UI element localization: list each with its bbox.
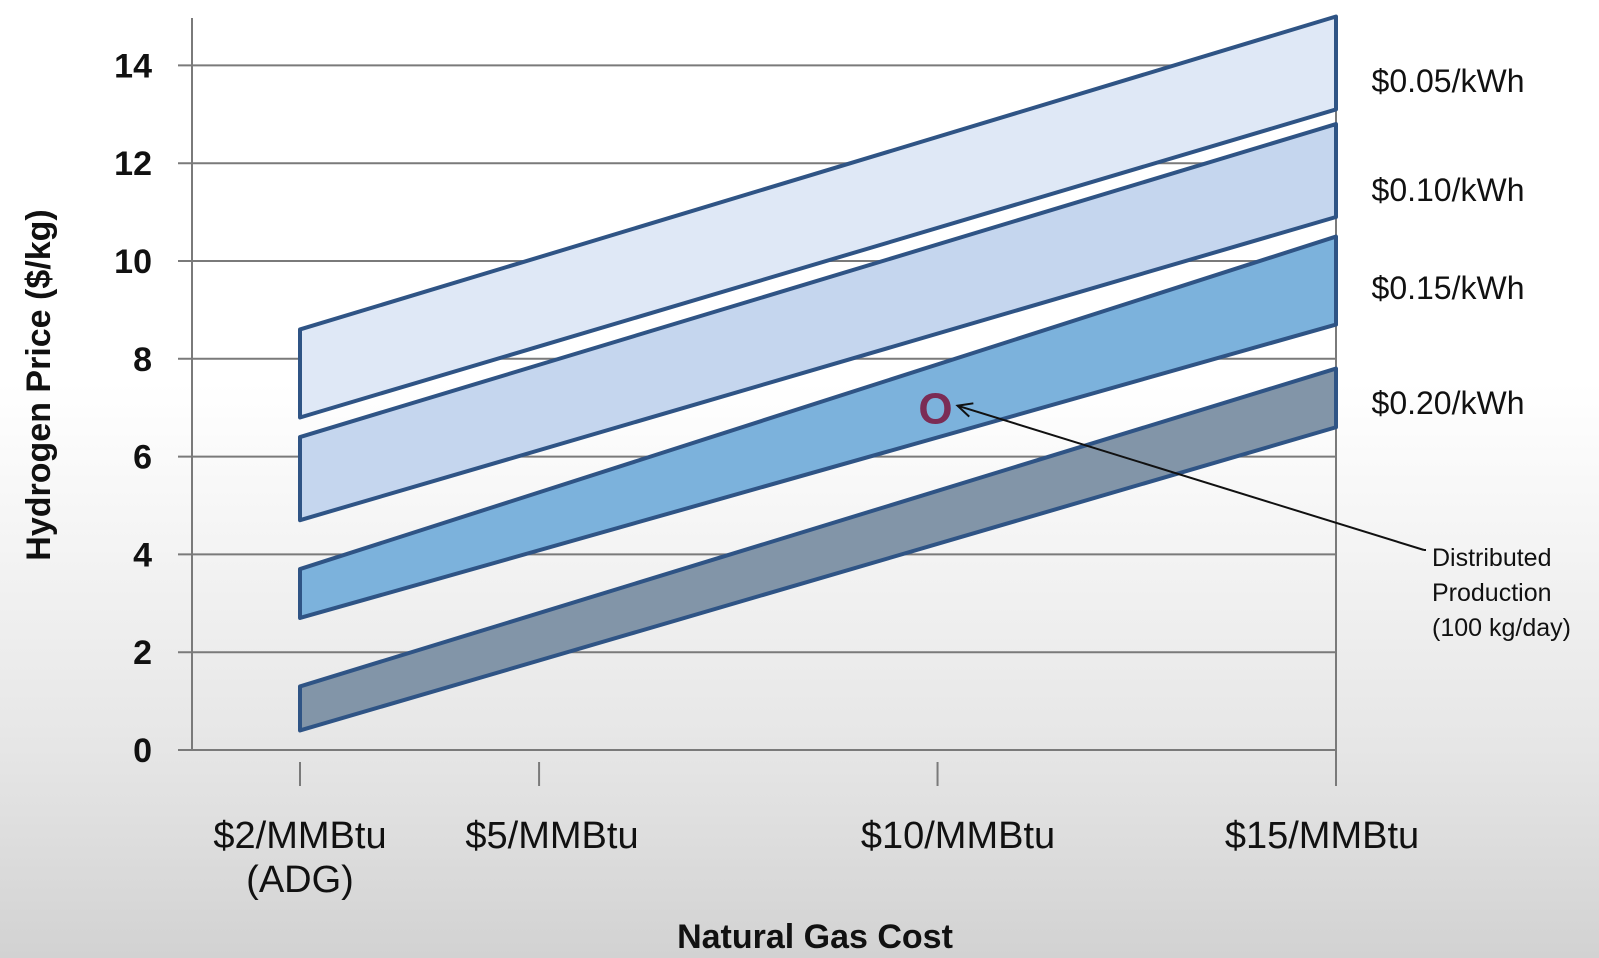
band-labels: $0.05/kWh $0.10/kWh $0.15/kWh $0.20/kWh xyxy=(1372,63,1525,421)
y-tick-label: 12 xyxy=(114,145,152,183)
x-tick-labels: $2/MMBtu(ADG) $5/MMBtu $10/MMBtu $15/MMBtu xyxy=(213,815,1419,901)
y-axis-title: Hydrogen Price ($/kg) xyxy=(20,209,58,560)
distributed-production-annotation: O Distributed Production (100 kg/day) xyxy=(918,385,1571,642)
annotation-arrowhead xyxy=(955,402,974,418)
annotation-label: Production xyxy=(1432,579,1552,607)
annotation-arrow-line xyxy=(957,404,1425,551)
band-label: $0.05/kWh xyxy=(1372,63,1525,99)
y-tick-labels: 0 2 4 6 8 10 12 14 xyxy=(114,47,152,770)
annotation-label: (100 kg/day) xyxy=(1432,614,1571,642)
y-tick-label: 8 xyxy=(133,341,152,379)
y-tick-label: 0 xyxy=(133,732,152,770)
x-tick-label: $15/MMBtu xyxy=(1225,815,1419,857)
band-label: $0.10/kWh xyxy=(1372,172,1525,208)
x-tick-label: $10/MMBtu xyxy=(861,815,1055,857)
y-tick-label: 14 xyxy=(114,47,152,85)
price-band xyxy=(298,234,1338,620)
distributed-production-marker: O xyxy=(918,385,952,434)
price-band xyxy=(298,14,1338,420)
band-label: $0.15/kWh xyxy=(1372,270,1525,306)
price-band xyxy=(298,366,1338,733)
price-bands xyxy=(298,14,1338,733)
x-axis-title: Natural Gas Cost xyxy=(677,918,953,956)
x-tick-label: (ADG) xyxy=(246,859,354,901)
annotation-label: Distributed xyxy=(1432,544,1552,572)
y-tick-label: 6 xyxy=(133,439,152,477)
x-tick-label: $5/MMBtu xyxy=(465,815,638,857)
gridlines xyxy=(178,64,1336,751)
x-tick-label: $2/MMBtu xyxy=(213,815,386,857)
y-tick-label: 4 xyxy=(133,536,152,574)
y-tick-label: 2 xyxy=(133,634,152,672)
y-tick-label: 10 xyxy=(114,243,152,281)
band-label: $0.20/kWh xyxy=(1372,385,1525,421)
price-band xyxy=(298,122,1338,523)
